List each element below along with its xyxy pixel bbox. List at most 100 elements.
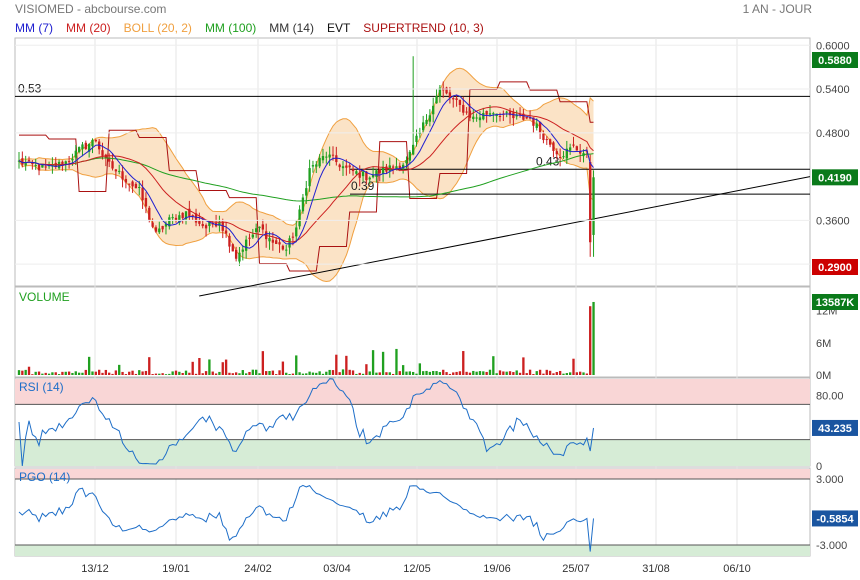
volume-bar [148, 357, 151, 375]
volume-bar [565, 373, 568, 375]
candle-body [201, 224, 204, 227]
volume-bar [211, 371, 214, 375]
volume-bar [401, 365, 405, 375]
panel-frame [14, 286, 811, 378]
candle-body [244, 239, 248, 251]
panel-frame [14, 467, 811, 557]
oscillator-title: RSI (14) [19, 380, 64, 394]
candle-body [331, 154, 335, 156]
candle-body [555, 151, 558, 155]
candle-body [208, 221, 211, 227]
volume-bar [435, 371, 438, 375]
volume-bar [241, 370, 244, 375]
volume-bar [321, 373, 325, 375]
candle-body [422, 122, 425, 131]
level-label: 0.39 [351, 179, 375, 193]
legend-item[interactable]: SUPERTREND (10, 3) [363, 21, 484, 35]
candle-body [184, 211, 188, 220]
volume-bar [522, 357, 525, 375]
candle-body [455, 98, 458, 100]
legend-item[interactable]: MM (100) [204, 21, 257, 35]
candle-body [114, 169, 118, 172]
candle-body [41, 165, 44, 168]
volume-bar [114, 370, 118, 375]
candle-body [194, 213, 198, 223]
volume-bar [442, 369, 445, 375]
candle-body [94, 139, 97, 142]
chart-title: VISIOMED - abcbourse.com [15, 2, 167, 16]
volume-bar [415, 373, 418, 375]
volume-bar [318, 371, 321, 375]
candle-body [134, 183, 138, 189]
high-price-badge-bg [812, 52, 858, 68]
volume-bar [118, 364, 121, 375]
volume-bar [17, 370, 21, 375]
volume-bar [331, 370, 335, 375]
candle-body [254, 228, 258, 232]
volume-bar [355, 373, 358, 375]
candle-body [525, 116, 528, 119]
legend-item[interactable]: MM (7) [15, 21, 53, 35]
volume-bar [248, 371, 251, 375]
low-price-badge: 0.2900 [818, 262, 852, 274]
volume-bar [94, 371, 97, 375]
volume-bar [97, 369, 101, 375]
candle-body [568, 147, 572, 151]
volume-bar [488, 369, 492, 375]
candle-body [71, 158, 74, 161]
candle-body [475, 117, 478, 119]
volume-bar [101, 372, 104, 375]
candle-body [542, 133, 545, 141]
low-price-badge-bg [812, 259, 858, 275]
x-tick-label: 06/10 [723, 563, 751, 575]
candle-body [111, 161, 114, 169]
candle-body [572, 144, 575, 146]
candle-body [498, 115, 502, 117]
oscillator-y-tick: -3.000 [816, 540, 847, 552]
candle-body [408, 151, 411, 161]
volume-bar [512, 372, 515, 375]
volume-bar [518, 372, 522, 375]
legend-item[interactable]: BOLL (20, 2) [123, 21, 192, 35]
candle-body [575, 146, 579, 151]
volume-bar [87, 356, 91, 375]
volume-bar [438, 372, 442, 375]
candle-body [31, 161, 34, 165]
candle-body [305, 188, 308, 196]
high-price-badge: 0.5880 [818, 55, 852, 67]
volume-bar [151, 374, 154, 375]
legend-item[interactable]: EVT [326, 21, 351, 35]
volume-bar [365, 364, 368, 375]
candle-body [124, 178, 128, 183]
legend-item[interactable]: MM (20) [66, 21, 111, 35]
chart-period[interactable]: 1 AN - JOUR [742, 2, 812, 16]
mm7-line [18, 94, 594, 249]
volume-bar [298, 372, 301, 375]
volume-bar [191, 361, 194, 375]
volume-bar [572, 358, 575, 375]
candle-body [448, 92, 452, 98]
volume-bar [44, 372, 47, 375]
candle-body [315, 164, 318, 167]
volume-bar [532, 374, 535, 375]
candle-body [67, 161, 71, 163]
volume-bar [37, 371, 41, 375]
volume-bar [204, 371, 208, 375]
volume-bar [281, 361, 285, 375]
candle-body [261, 224, 265, 230]
candle-body [21, 158, 24, 165]
volume-bar [174, 370, 178, 375]
volume-bar [535, 371, 538, 375]
panel-frame [14, 37, 811, 287]
candle-body [141, 187, 144, 201]
volume-bar [57, 374, 61, 375]
volume-bar [482, 371, 485, 375]
legend-item[interactable]: MM (14) [269, 21, 314, 35]
volume-bar [338, 372, 341, 375]
volume-bar [61, 371, 64, 375]
candle-body [545, 139, 548, 141]
pgo-badge-bg [812, 510, 858, 527]
volume-bar [178, 371, 181, 375]
volume-bar [104, 369, 108, 375]
